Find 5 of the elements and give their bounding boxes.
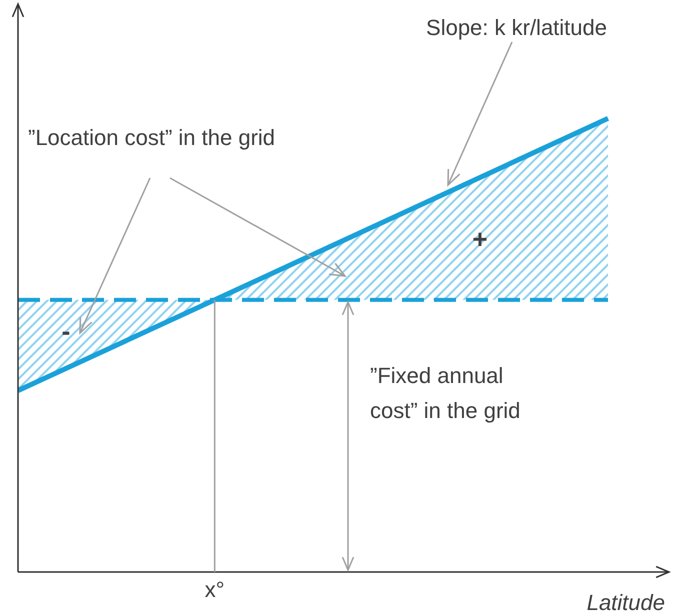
annotation: ”Fixed annual cost” in the grid xyxy=(370,363,520,424)
annotation: ”Location cost” in the grid xyxy=(28,125,276,150)
text: Slope: k kr/latitude xyxy=(426,15,607,40)
text: x° xyxy=(204,577,225,602)
x-axis-title: Latitude xyxy=(586,590,665,615)
